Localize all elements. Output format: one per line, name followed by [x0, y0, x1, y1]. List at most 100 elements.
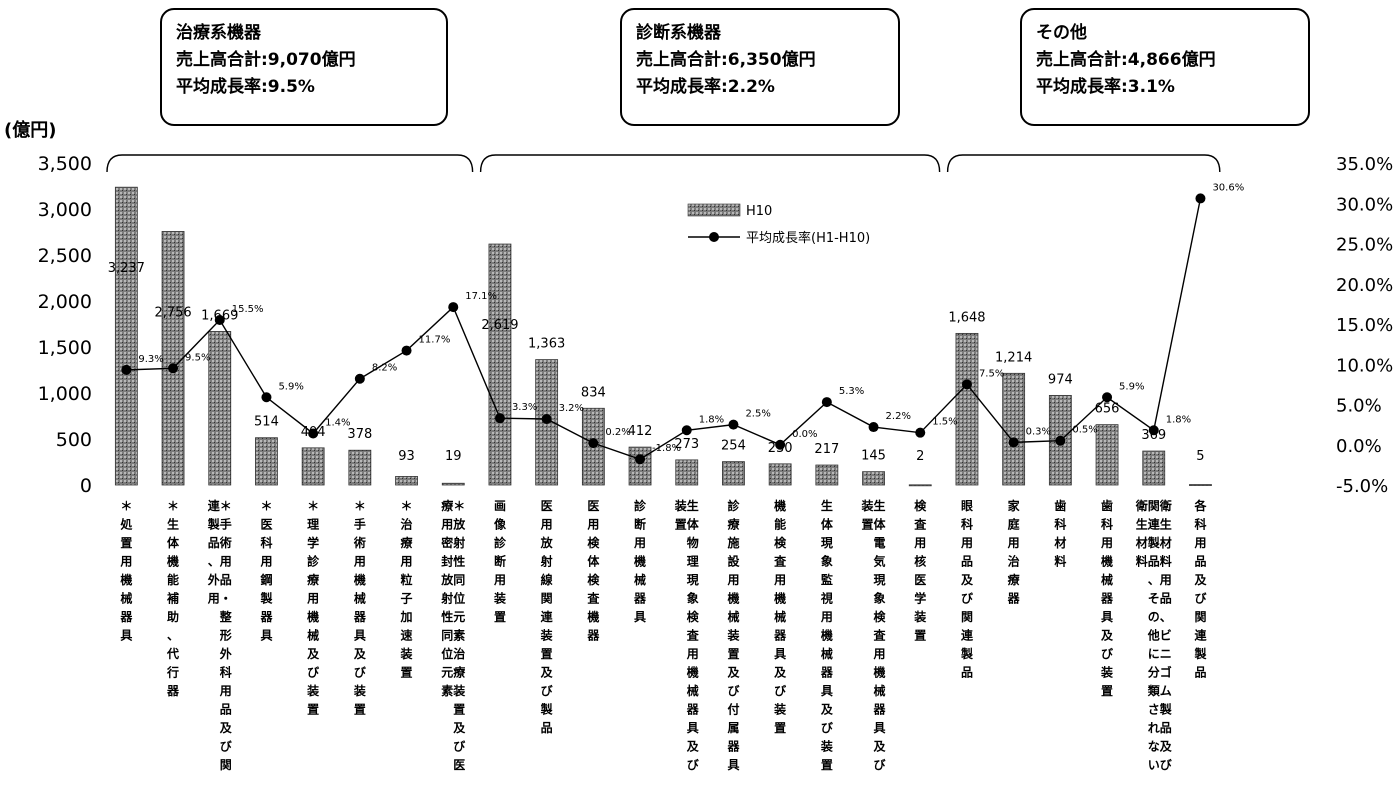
bar-value-label: 2,619: [481, 318, 518, 333]
growth-point: [168, 363, 179, 374]
bar: [395, 476, 418, 486]
category-label: ＊治療用粒子加速装置: [400, 499, 413, 680]
bar-value-label: 2: [916, 449, 924, 464]
growth-value-label: 1.8%: [699, 414, 724, 425]
growth-point: [821, 397, 832, 408]
category-labels: ＊処置用機械器具 ＊生体機能補助、代行器 ＊手術用品・整形外科用品及び関連製品、外用…: [119, 498, 1207, 772]
bar-value-label: 217: [814, 442, 839, 457]
category-label: ＊生体機能補助、代行器: [166, 499, 180, 698]
bar: [628, 446, 652, 486]
growth-value-label: 1.4%: [325, 417, 350, 428]
growth-point: [728, 419, 739, 430]
callout-sales: 売上高合計:4,866億円: [1036, 50, 1216, 70]
growth-point: [588, 438, 599, 449]
y-tick-label: 2,500: [38, 245, 92, 267]
y2-tick-label: 25.0%: [1336, 235, 1393, 256]
bar-value-label: 656: [1095, 402, 1120, 417]
growth-point: [448, 302, 459, 313]
growth-point: [1195, 193, 1206, 204]
y-tick-label: 0: [80, 475, 92, 497]
growth-point: [915, 427, 926, 438]
growth-point: [541, 413, 552, 424]
growth-value-label: 1.5%: [932, 417, 957, 428]
bar-value-label: 5: [1196, 449, 1204, 464]
growth-point: [121, 364, 132, 375]
growth-point: [1102, 392, 1113, 403]
category-label: 各科用品及び関連製品: [1193, 498, 1207, 680]
category-label: 診断用機械器具: [633, 498, 647, 624]
legend-bar-swatch: [687, 203, 741, 217]
category-label: 療用密封放射性同位元素: [440, 498, 454, 698]
growth-point: [261, 392, 272, 403]
category-label: ＊処置用機械器具: [119, 499, 133, 643]
y2-tick-label: 35.0%: [1336, 154, 1393, 175]
callout-title: 治療系機器: [176, 23, 261, 43]
y-tick-label: 1,500: [38, 337, 92, 359]
bar-value-label: 369: [1141, 428, 1166, 443]
bar-value-label: 1,214: [995, 350, 1032, 365]
category-label: 衛生材料用品、ビニゴム製品及び: [1159, 498, 1173, 772]
callout-growth: 平均成長率:9.5%: [176, 77, 315, 97]
growth-value-label: 17.1%: [465, 291, 497, 302]
category-label: ＊手術用機械器具及び装置: [353, 499, 367, 717]
bar: [815, 464, 839, 486]
category-label: 医用放射線関連装置及び製品: [540, 499, 554, 735]
bar-labels: 3,2372,7561,66951440437893192,6191,36383…: [108, 261, 1205, 464]
bar: [908, 484, 932, 487]
category-label: 眼科用品及び関連製品: [960, 499, 974, 680]
growth-value-label: 1.8%: [1166, 414, 1191, 425]
category-label: 衛生材料: [1135, 498, 1148, 569]
bar-value-label: 2,756: [154, 305, 191, 320]
growth-value-label: 3.3%: [512, 402, 537, 413]
growth-value-label: 15.5%: [232, 304, 264, 315]
y-tick-label: 3,500: [38, 153, 92, 175]
growth-line: [121, 193, 1206, 465]
category-label: 関連製品、その他に分類されない: [1147, 499, 1161, 772]
legend-line-label: 平均成長率(H1-H10): [746, 230, 870, 246]
bar: [862, 471, 885, 486]
group-bracket: [106, 154, 474, 173]
category-label: 歯科用機械器具及び装置: [1100, 498, 1114, 698]
bar-value-label: 3,237: [108, 261, 145, 276]
bar-value-label: 412: [628, 424, 653, 439]
bar-value-label: 514: [254, 415, 279, 430]
growth-value-label: -1.8%: [652, 443, 681, 454]
y-tick-label: 3,000: [38, 199, 92, 221]
growth-value-label: 5.9%: [278, 381, 303, 392]
bar-value-label: 254: [721, 439, 746, 454]
bar-value-label: 145: [861, 449, 886, 464]
growth-value-label: 2.2%: [886, 411, 911, 422]
category-label: 歯科材料: [1053, 498, 1066, 569]
bar: [675, 459, 699, 486]
growth-point: [401, 345, 412, 356]
bar: [114, 186, 138, 486]
legend-line-marker: [709, 232, 719, 242]
y2-tick-label: 30.0%: [1336, 194, 1393, 215]
callout-diagnosis: 診断系機器 売上高合計:6,350億円 平均成長率:2.2%: [620, 8, 900, 126]
group-bracket: [946, 154, 1221, 173]
category-label: 生体電気現象検査用機械器具及び: [873, 498, 887, 772]
group-bracket: [479, 154, 941, 173]
bar: [301, 447, 325, 486]
category-label: ＊理学診療用機械及び装置: [306, 499, 320, 717]
y2-tick-label: 5.0%: [1336, 396, 1382, 417]
growth-value-label: 30.6%: [1212, 182, 1244, 193]
growth-point: [868, 422, 879, 433]
growth-point: [775, 439, 786, 450]
growth-value-label: 2.5%: [745, 409, 770, 420]
growth-point: [681, 425, 692, 436]
callout-treatment: 治療系機器 売上高合計:9,070億円 平均成長率:9.5%: [160, 8, 448, 126]
group-brackets: [106, 154, 1221, 173]
bar: [255, 437, 278, 486]
bar-value-label: 378: [347, 427, 372, 442]
category-label: ＊手術用品・整形外科用品及び関: [219, 499, 233, 772]
growth-point: [635, 454, 646, 465]
y-axis-right: 35.0% 30.0% 25.0% 20.0% 15.0% 10.0% 5.0% 0.0% -5…: [1336, 154, 1393, 497]
category-label: 診療施設用機械装置及び付属器具: [726, 498, 740, 772]
growth-value-label: 11.7%: [419, 335, 451, 346]
growth-point: [961, 379, 972, 390]
growth-labels: 9.3% 9.5% 15.5% 5.9% 1.4% 8.2% 11.7% 17.1% 3.3% 3…: [138, 182, 1244, 454]
bar: [768, 463, 792, 486]
growth-value-label: 9.3%: [138, 354, 163, 365]
